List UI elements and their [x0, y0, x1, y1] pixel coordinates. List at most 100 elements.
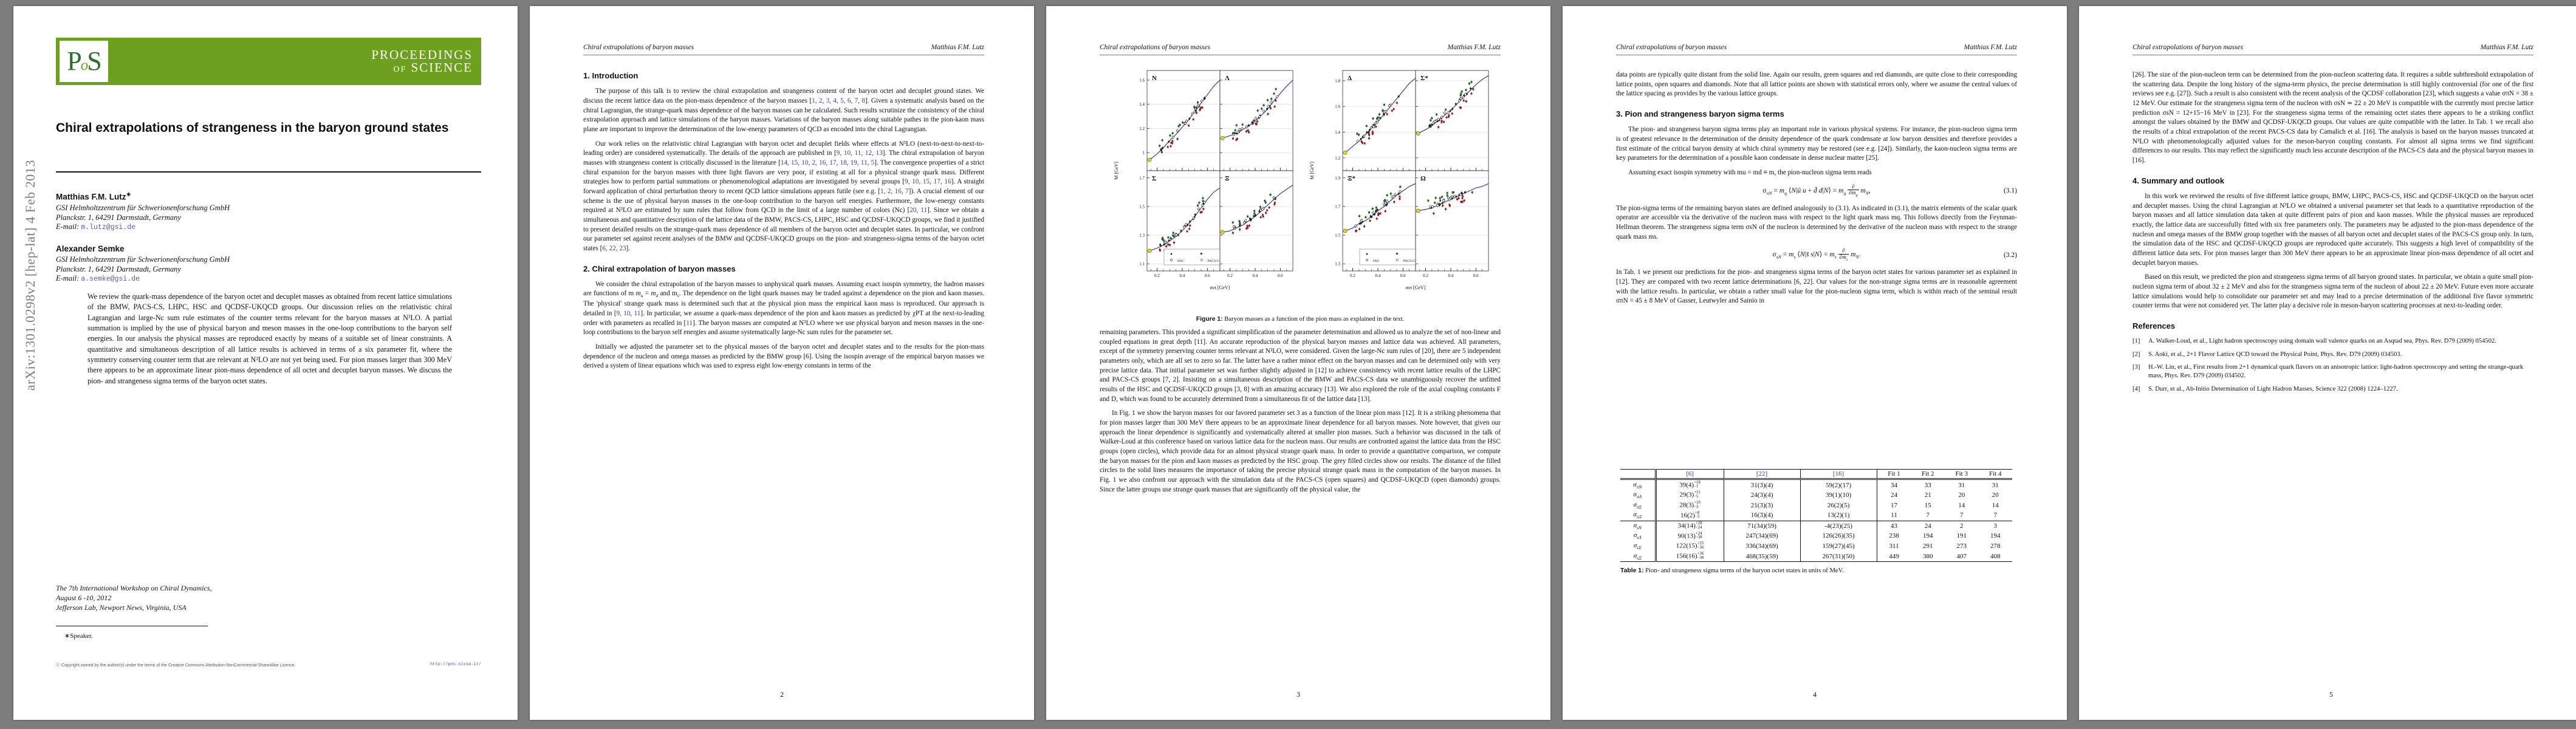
cell-fit2: 291 [1923, 542, 1933, 550]
email-link[interactable]: m.lutz@gsi.de [81, 223, 136, 231]
paragraph: In this work we reviewed the results of … [2132, 192, 2533, 267]
cell-ref22: 336(34)(69) [1724, 541, 1801, 552]
citation-group[interactable]: 9, 10, 11, 12, 13 [836, 149, 883, 157]
citation-group[interactable]: 14, 15, 10, 2, 16, 17, 18, 19, 11, 5 [780, 159, 875, 166]
pos-letter-o: o [80, 57, 88, 74]
author-name-text: Alexander Semke [56, 244, 125, 253]
table-head: [6] [22] [16] Fit 1 Fit 2 Fit 3 Fit 4 [1620, 469, 2012, 479]
cell-ref16: 267(31)(50) [1800, 551, 1877, 562]
equation-number: (3.2) [2003, 251, 2017, 259]
svg-text:0.6: 0.6 [1473, 273, 1479, 278]
table-col-3-label[interactable]: [16] [1832, 470, 1845, 478]
svg-text:1.5: 1.5 [1139, 204, 1145, 209]
paragraph-part: ]. In particular, we assume a quark-mass… [583, 310, 984, 327]
citation-group[interactable]: 11 [686, 319, 693, 327]
running-header-title: Chiral extrapolations of baryon masses [1100, 44, 1211, 51]
table-col-1: [6] [1656, 469, 1724, 479]
citation-group[interactable]: 1, 2, 3, 4, 5, 6, 7, 8 [812, 97, 866, 104]
email-label: E-mail: [56, 222, 80, 231]
paragraph-part: and m [660, 290, 677, 298]
cell-fit4: 20 [1992, 491, 1999, 499]
asymmetric-error: +19 −3 [1694, 500, 1701, 509]
svg-text:1.6: 1.6 [1335, 104, 1340, 109]
svg-text:1.3: 1.3 [1139, 233, 1145, 238]
asymmetric-error: +8 −3 [1694, 510, 1700, 519]
cell-ref22: 468(35)(59) [1724, 551, 1801, 562]
running-header-title: Chiral extrapolations of baryon masses [1616, 44, 1727, 51]
table-row: σsΣ 122(15)+25 −36 336(34)(69) 159(27)(45) 31… [1620, 541, 2012, 552]
table-col-2-label[interactable]: [22] [1756, 470, 1768, 478]
sigma-terms-table: [6] [22] [16] Fit 1 Fit 2 Fit 3 Fit 4 σπ… [1620, 469, 2012, 562]
paragraph: In Tab. 1 we present our predictions for… [1616, 269, 2017, 305]
cell-fit2: 194 [1923, 532, 1933, 540]
cell-fit2: 7 [1926, 512, 1930, 519]
paragraph: data points are typically quite distant … [1616, 71, 2017, 98]
author-name: Alexander Semke [56, 244, 481, 253]
citation-group[interactable]: 9, 10, 15, 17, 16 [905, 178, 951, 186]
citation-group[interactable]: 1, 2, 16, 7 [880, 187, 909, 195]
arxiv-identifier-stamp: arXiv:1301.0298v2 [hep-lat] 4 Feb 2013 [22, 159, 38, 391]
page-4: Chiral extrapolations of baryon masses M… [1563, 6, 2067, 720]
paragraph-part: ]). A crucial element of our scheme is t… [583, 187, 985, 214]
figure-label: Figure 1: [1196, 316, 1223, 323]
svg-text:1.9: 1.9 [1335, 176, 1340, 180]
cell-fit2: 33 [1924, 481, 1931, 489]
svg-text:0.4: 0.4 [1253, 273, 1258, 278]
cell-ref16: 39(1)(10) [1800, 490, 1877, 501]
asymmetric-error: +25 −36 [1697, 541, 1704, 550]
paragraph: We consider the chiral extrapolation of … [583, 280, 985, 337]
row-label: σπN [1620, 479, 1657, 490]
svg-text:M [GeV]: M [GeV] [1309, 162, 1315, 180]
baryon-mass-plot: M [GeV] 1 1.2 1.4 1.6 N Λ 1.1 1.3 1.5 1.7 0.2 0.4 0.6… [1114, 70, 1489, 290]
svg-text:mπ [GeV]: mπ [GeV] [1406, 285, 1426, 290]
citation-group[interactable]: 6, 22, 23 [602, 244, 626, 252]
citation-group[interactable]: 9, 10, 11 [616, 310, 641, 318]
cell-ref16: 26(2)(5) [1800, 500, 1877, 511]
cell-fit1: 11 [1891, 512, 1897, 519]
cell-ref6: 156(16)+36 −38 [1656, 551, 1724, 562]
pos-url-link[interactable]: http://pos.sissa.it/ [430, 662, 481, 667]
table-row: σπΛ 29(3)+11 −5 24(3)(4) 39(1)(10) 24 21 20 20 [1620, 490, 2012, 501]
pos-word-of-science: OF SCIENCE [371, 61, 473, 74]
reference-item: [3] H.-W. Lin, et al., First results from… [2132, 363, 2533, 381]
paragraph-part: ]. Given a systematic analysis based on … [583, 97, 984, 133]
paragraph-part: We consider the chiral extrapolation of … [583, 280, 984, 298]
cell-ref16: 159(27)(45) [1800, 541, 1877, 552]
reference-number: [1] [2132, 338, 2140, 345]
svg-text:1.6: 1.6 [1139, 78, 1145, 83]
row-label: σπΣ [1620, 500, 1657, 511]
asymmetric-error: +36 −38 [1697, 551, 1704, 560]
citation-group[interactable]: 20, 11 [909, 207, 928, 214]
svg-text:0.4: 0.4 [1448, 273, 1454, 278]
cell-fit3: 14 [1958, 501, 1965, 509]
paragraph-part: ]. The chiral extrapolation of baryon ma… [583, 149, 984, 166]
pos-word-of: OF [393, 65, 407, 74]
table-row: σsΛ 90(13)+24 −38 247(34)(69) 126(26)(35) 238… [1620, 531, 2012, 541]
paragraph: [26]. The size of the pion-nucleon term … [2132, 71, 2533, 165]
svg-text:Ξ*: Ξ* [1348, 175, 1355, 182]
paragraph: In Fig. 1 we show the baryon masses for … [1100, 409, 1501, 493]
pos-letter-p: P [67, 46, 82, 76]
cell-fit1: 17 [1891, 501, 1898, 509]
row-label: σsΣ [1620, 541, 1657, 552]
cell-ref16: 13(2)(1) [1800, 510, 1877, 521]
equation-3-2: σsN = ms ⟨N|s̄ s|N⟩ = ms ∂ ∂ms mN. (3.2) [1616, 248, 2017, 262]
table-row: σπΞ 16(2)+8 −3 16(3)(4) 13(2)(1) 11 7 7 7 [1620, 510, 2012, 521]
cell-fit3: 31 [1958, 481, 1965, 489]
paragraph: The pion-sigma terms of the remaining ba… [1616, 204, 2017, 241]
cell-ref22: 24(3)(4) [1724, 490, 1801, 501]
reference-number: [2] [2132, 351, 2140, 358]
svg-text:0.2: 0.2 [1227, 273, 1233, 278]
asymmetric-error: +18 −7 [1694, 480, 1701, 489]
paragraph-part: The purpose of this talk is to review th… [583, 87, 984, 104]
cell-fit4: 3 [1993, 522, 1997, 530]
running-header-author: Matthias F.M. Lutz [1964, 44, 2017, 51]
table-col-5: Fit 2 [1922, 470, 1934, 478]
reference-text: S. Durr, et al., Ab-Initio Determination… [2148, 385, 2398, 392]
table-col-1-label[interactable]: [6] [1686, 470, 1694, 478]
email-link[interactable]: a.semke@gsi.de [81, 275, 140, 283]
conference-venue: Jefferson Lab, Newport News, Virginia, U… [56, 603, 187, 612]
svg-text:1.4: 1.4 [1139, 102, 1145, 107]
page-3: Chiral extrapolations of baryon masses M… [1046, 6, 1550, 720]
table-row: σπN 39(4)+18 −7 31(3)(4) 59(2)(17) 34 33 31 31 [1620, 479, 2012, 490]
